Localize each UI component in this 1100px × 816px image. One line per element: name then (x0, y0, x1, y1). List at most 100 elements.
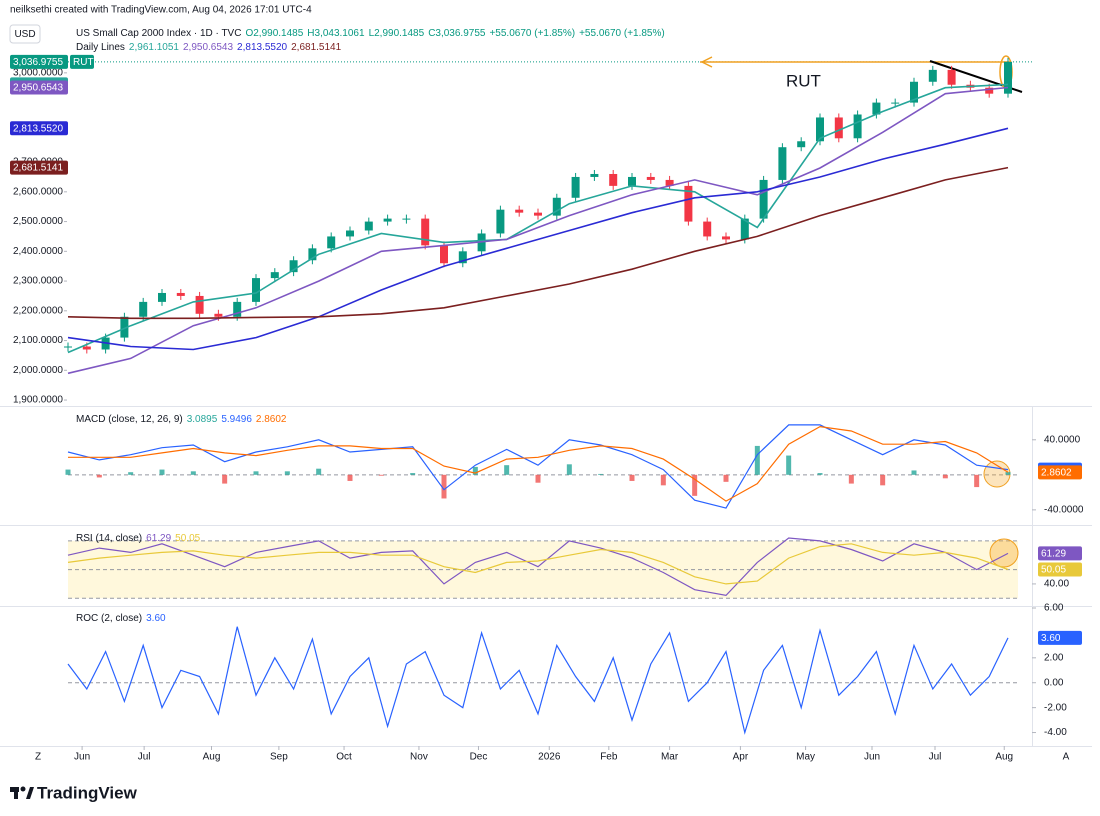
value-badge: 3.60 (1041, 633, 1061, 644)
candle (289, 260, 298, 273)
x-tick-label: Jun (864, 752, 880, 763)
candle (233, 301, 242, 317)
price-badge: 3,036.9755 (13, 57, 63, 68)
candle (64, 346, 72, 348)
legend-value: 5.9496 (221, 414, 252, 425)
candle (252, 278, 260, 302)
candle (552, 197, 561, 216)
y-tick-label: 2,100.0000 (13, 335, 63, 346)
candle (82, 346, 91, 350)
candle (1004, 61, 1012, 94)
candle (496, 209, 505, 234)
candle (214, 313, 223, 317)
candle (947, 69, 956, 85)
histogram-bar (535, 474, 541, 483)
credit: neilksethi created with TradingView.com,… (10, 5, 312, 16)
ma-badge-bg (10, 80, 68, 95)
candle (816, 117, 824, 142)
rsi-title: RSI (14, close) (76, 533, 142, 544)
roc-legend: ROC (2, close) 3.60 (76, 613, 166, 624)
candle (853, 114, 862, 139)
candle (834, 117, 843, 139)
ma-badge: 2,681.5141 (13, 163, 63, 174)
plot-labels: Jun Jul Aug Sep Oct Nov Dec 2026 Feb Mar Apr May Jun… (10, 54, 1084, 763)
y-tick-label: 2,500.0000 (13, 216, 63, 227)
ohlc: H3,043.1061 (307, 28, 365, 39)
histogram-bar (598, 473, 604, 475)
y-tick-label: 2,600.0000 (13, 186, 63, 197)
histogram-bar (65, 469, 71, 475)
series-line (67, 537, 1009, 597)
histogram-bar (378, 474, 384, 476)
ma-badge: 2,950.6543 (13, 83, 63, 94)
candle (383, 218, 392, 222)
roc-title: ROC (2, close) (76, 613, 142, 624)
histogram-bar (880, 474, 886, 486)
candle (872, 102, 881, 115)
price-badge-bg (10, 54, 68, 69)
histogram-bar (629, 474, 635, 481)
logo-icon (14, 787, 18, 799)
y-tick-label: 1,900.0000 (13, 395, 63, 406)
histogram-bar (817, 473, 823, 475)
x-tick-label: 2026 (538, 752, 561, 763)
ma-badge-bg (10, 160, 68, 175)
candle (421, 218, 430, 246)
candle (195, 295, 204, 314)
candle (722, 236, 730, 240)
candle (158, 292, 166, 302)
layout (0, 24, 1092, 747)
logo: TradingView (10, 783, 138, 802)
candle (571, 176, 580, 198)
candle (797, 141, 806, 148)
histogram-bar (911, 470, 917, 475)
ma-badge-bg (10, 121, 68, 136)
plot-back (64, 61, 1036, 750)
candle (440, 245, 448, 264)
value-badge: 2.8602 (1041, 467, 1072, 478)
symbol-line: US Small Cap 2000 Index · 1D · TVC O2,990… (76, 28, 665, 39)
histogram-bar (284, 471, 290, 475)
logo-icon (26, 787, 34, 799)
y-tick-label: 2,000.0000 (13, 365, 63, 376)
logo-icon (20, 786, 26, 792)
candle (327, 236, 336, 249)
histogram-bar (848, 474, 854, 484)
x-tick-label: Oct (336, 752, 352, 763)
ma-badge: 2,813.5520 (13, 123, 63, 134)
legend-value: 50.05 (175, 533, 200, 544)
y-tick-label: -2.00 (1044, 702, 1067, 713)
x-tick-label: Dec (470, 752, 488, 763)
histogram-bar (96, 474, 102, 478)
y-tick-label: 0.00 (1044, 677, 1064, 688)
candle (609, 173, 618, 186)
ohlc: O2,990.1485 (245, 28, 303, 39)
legend-value: 61.29 (146, 533, 171, 544)
currency[interactable]: USD (14, 29, 35, 40)
series-line (67, 424, 1009, 509)
macd-title: MACD (close, 12, 26, 9) (76, 414, 183, 425)
ohlc: L2,990.1485 (369, 28, 425, 39)
histogram-bar (504, 465, 510, 475)
left-button[interactable]: Z (35, 752, 41, 763)
x-tick-label: Feb (600, 752, 618, 763)
annotation: RUT (786, 71, 821, 90)
macd-legend: MACD (close, 12, 26, 9) 3.0895 5.9496 2.860… (76, 414, 287, 425)
legend-value: 3.0895 (187, 414, 218, 425)
right-button[interactable]: A (1063, 752, 1070, 763)
series-line (67, 543, 1009, 585)
series-line (67, 166, 1009, 320)
candle (928, 69, 937, 82)
y-tick-label: 40.00 (1044, 579, 1069, 590)
x-tick-label: Jul (929, 752, 942, 763)
candle (910, 81, 918, 103)
y-tick-label: 2.00 (1044, 652, 1064, 663)
y-tick-label: 2,200.0000 (13, 305, 63, 316)
ma-value: 2,813.5520 (237, 42, 287, 53)
currency-box[interactable] (9, 24, 41, 44)
candle (270, 272, 279, 279)
y-tick-label: 40.0000 (1044, 434, 1081, 445)
histogram-bar (472, 466, 478, 475)
